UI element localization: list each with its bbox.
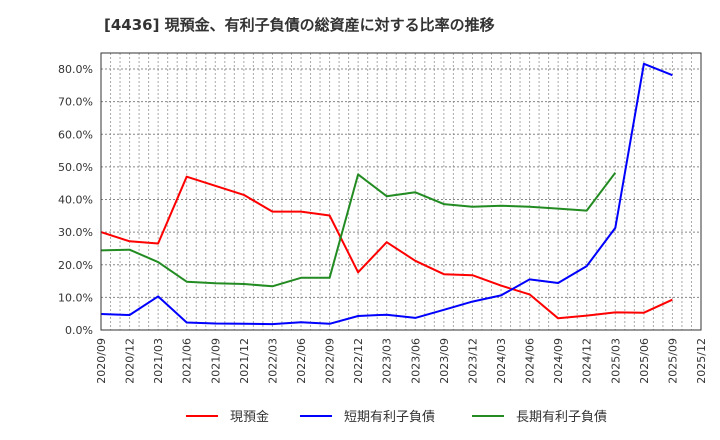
x-tick-label: 2024/03 — [495, 338, 508, 384]
x-tick-label: 2025/03 — [609, 338, 622, 384]
x-tick-label: 2022/12 — [352, 338, 365, 384]
series-line — [100, 172, 617, 288]
y-tick-label: 10.0% — [58, 291, 93, 304]
data-lines — [100, 62, 673, 326]
x-tick-label: 2020/09 — [95, 338, 108, 384]
y-tick-label: 80.0% — [58, 63, 93, 76]
legend-swatch-green — [472, 414, 504, 417]
x-tick-label: 2021/03 — [152, 338, 165, 384]
x-tick-label: 2023/06 — [409, 338, 422, 384]
legend-item-short-debt: 短期有利子負債 — [300, 406, 435, 425]
y-tick-label: 60.0% — [58, 128, 93, 141]
x-tick-label: 2023/12 — [466, 338, 479, 384]
x-tick-label: 2022/06 — [295, 338, 308, 384]
x-tick-label: 2022/03 — [266, 338, 279, 384]
plot-frame — [100, 52, 702, 331]
x-tick-label: 2021/06 — [181, 338, 194, 384]
legend-label: 短期有利子負債 — [344, 410, 436, 425]
x-tick-label: 2025/12 — [695, 338, 708, 384]
y-tick-label: 30.0% — [58, 226, 93, 239]
y-axis-ticks: 0.0% 10.0% 20.0% 30.0% 40.0% 50.0% 60.0% 70.0% 8… — [58, 63, 93, 337]
x-tick-label: 2022/09 — [324, 338, 337, 384]
y-tick-label: 0.0% — [65, 324, 93, 337]
legend-label: 長期有利子負債 — [516, 410, 608, 425]
legend-swatch-red — [186, 414, 218, 417]
y-tick-label: 50.0% — [58, 161, 93, 174]
x-tick-label: 2021/12 — [238, 338, 251, 384]
x-tick-label: 2025/09 — [666, 338, 679, 384]
legend-item-cash: 現預金 — [186, 406, 269, 425]
y-tick-label: 40.0% — [58, 194, 93, 207]
x-tick-label: 2024/12 — [581, 338, 594, 384]
legend: 現預金 短期有利子負債 長期有利子負債 — [0, 406, 720, 426]
series-line — [100, 62, 673, 326]
grid-lines — [101, 53, 701, 330]
y-tick-label: 20.0% — [58, 259, 93, 272]
x-axis-ticks: 2020/09 2020/12 2021/03 2021/06 2021/09 2021/… — [95, 338, 708, 384]
x-tick-label: 2021/09 — [209, 338, 222, 384]
series-line — [100, 175, 673, 320]
x-tick-label: 2020/12 — [124, 338, 137, 384]
chart-title: [4436] 現預金、有利子負債の総資産に対する比率の推移 — [104, 16, 495, 34]
legend-label: 現預金 — [230, 410, 270, 425]
x-tick-label: 2025/06 — [638, 338, 651, 384]
legend-swatch-blue — [300, 414, 332, 417]
x-tick-label: 2023/03 — [381, 338, 394, 384]
y-tick-label: 70.0% — [58, 96, 93, 109]
x-tick-label: 2024/09 — [552, 338, 565, 384]
legend-item-long-debt: 長期有利子負債 — [472, 406, 607, 425]
x-tick-label: 2024/06 — [524, 338, 537, 384]
x-tick-label: 2023/09 — [438, 338, 451, 384]
